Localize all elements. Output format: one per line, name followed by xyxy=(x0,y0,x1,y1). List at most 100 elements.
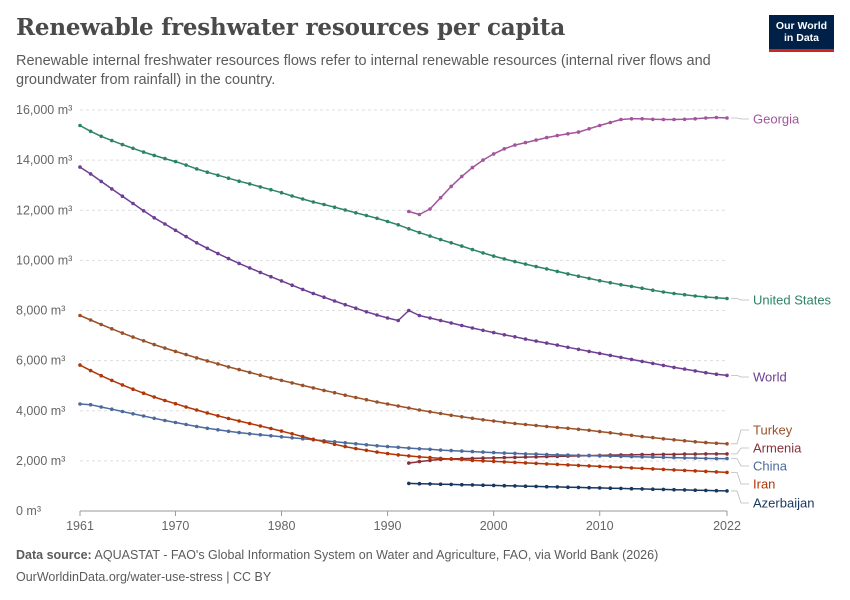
data-point-turkey[interactable] xyxy=(725,442,729,446)
data-point-armenia[interactable] xyxy=(651,452,655,457)
data-point-azerbaijan[interactable] xyxy=(513,484,517,488)
data-point-china[interactable] xyxy=(290,436,294,440)
data-point-world[interactable] xyxy=(544,341,549,345)
data-point-china[interactable] xyxy=(173,420,178,425)
data-point-world[interactable] xyxy=(682,367,687,371)
data-point-united-states[interactable] xyxy=(502,257,507,261)
data-point-world[interactable] xyxy=(99,179,103,184)
data-point-iran[interactable] xyxy=(502,460,507,464)
data-point-georgia[interactable] xyxy=(619,117,623,122)
data-point-united-states[interactable] xyxy=(332,205,337,209)
data-point-china[interactable] xyxy=(184,422,188,427)
data-point-united-states[interactable] xyxy=(714,295,719,300)
data-point-turkey[interactable] xyxy=(300,383,305,388)
data-point-china[interactable] xyxy=(417,447,422,451)
data-point-united-states[interactable] xyxy=(141,150,146,154)
data-point-united-states[interactable] xyxy=(407,227,411,231)
data-point-world[interactable] xyxy=(502,333,507,337)
data-point-iran[interactable] xyxy=(460,457,464,462)
data-point-georgia[interactable] xyxy=(704,116,708,120)
data-point-united-states[interactable] xyxy=(300,197,305,201)
data-point-china[interactable] xyxy=(343,441,348,445)
data-point-united-states[interactable] xyxy=(651,288,655,293)
data-point-turkey[interactable] xyxy=(311,386,316,390)
data-point-united-states[interactable] xyxy=(672,291,676,296)
data-point-iran[interactable] xyxy=(88,368,93,373)
data-point-united-states[interactable] xyxy=(258,185,263,189)
data-point-iran[interactable] xyxy=(332,442,337,447)
data-point-turkey[interactable] xyxy=(385,402,390,406)
data-point-china[interactable] xyxy=(555,453,560,457)
data-point-united-states[interactable] xyxy=(640,286,644,291)
data-point-turkey[interactable] xyxy=(587,428,591,433)
data-point-united-states[interactable] xyxy=(544,267,549,271)
data-point-armenia[interactable] xyxy=(714,452,719,456)
data-point-world[interactable] xyxy=(449,321,454,325)
data-point-china[interactable] xyxy=(407,446,411,450)
data-point-turkey[interactable] xyxy=(704,440,708,445)
data-point-turkey[interactable] xyxy=(99,322,103,327)
data-point-world[interactable] xyxy=(672,365,676,370)
data-point-turkey[interactable] xyxy=(407,406,411,410)
data-point-china[interactable] xyxy=(491,450,496,455)
data-point-united-states[interactable] xyxy=(693,294,697,298)
data-point-georgia[interactable] xyxy=(682,117,687,122)
data-point-china[interactable] xyxy=(502,451,507,455)
data-point-china[interactable] xyxy=(269,434,273,438)
data-point-iran[interactable] xyxy=(407,454,411,458)
data-point-iran[interactable] xyxy=(279,429,284,433)
data-point-united-states[interactable] xyxy=(491,254,496,258)
data-point-iran[interactable] xyxy=(417,455,422,459)
data-point-georgia[interactable] xyxy=(640,117,644,121)
data-point-iran[interactable] xyxy=(226,416,231,421)
data-point-world[interactable] xyxy=(608,353,613,358)
data-point-united-states[interactable] xyxy=(99,134,103,139)
data-point-iran[interactable] xyxy=(152,395,156,399)
data-point-china[interactable] xyxy=(725,456,729,461)
data-point-turkey[interactable] xyxy=(693,440,697,444)
data-point-world[interactable] xyxy=(279,279,284,283)
data-point-china[interactable] xyxy=(640,455,644,459)
data-point-iran[interactable] xyxy=(131,387,135,392)
data-point-world[interactable] xyxy=(141,209,146,213)
data-point-iran[interactable] xyxy=(120,383,125,387)
data-point-china[interactable] xyxy=(385,444,390,449)
data-point-armenia[interactable] xyxy=(725,452,729,456)
data-point-armenia[interactable] xyxy=(534,455,538,459)
data-point-china[interactable] xyxy=(672,455,676,460)
data-point-china[interactable] xyxy=(131,412,135,416)
data-point-world[interactable] xyxy=(651,361,655,366)
data-point-china[interactable] xyxy=(78,402,82,406)
data-point-turkey[interactable] xyxy=(608,431,613,435)
data-point-iran[interactable] xyxy=(725,470,729,475)
data-point-iran[interactable] xyxy=(608,465,613,469)
data-point-united-states[interactable] xyxy=(513,259,517,264)
data-point-china[interactable] xyxy=(629,454,634,459)
data-point-georgia[interactable] xyxy=(693,117,697,121)
data-point-united-states[interactable] xyxy=(343,208,348,212)
data-point-iran[interactable] xyxy=(672,468,676,472)
data-point-china[interactable] xyxy=(704,456,708,461)
data-point-china[interactable] xyxy=(141,414,146,418)
data-point-armenia[interactable] xyxy=(672,452,676,457)
data-point-turkey[interactable] xyxy=(672,438,676,442)
data-point-turkey[interactable] xyxy=(131,335,135,339)
data-point-iran[interactable] xyxy=(205,411,210,415)
data-point-china[interactable] xyxy=(375,444,379,448)
data-point-turkey[interactable] xyxy=(449,413,454,418)
data-point-turkey[interactable] xyxy=(88,318,93,322)
data-point-turkey[interactable] xyxy=(396,404,401,408)
data-point-turkey[interactable] xyxy=(216,362,220,366)
data-point-armenia[interactable] xyxy=(502,455,507,460)
data-point-china[interactable] xyxy=(544,452,549,457)
data-point-iran[interactable] xyxy=(78,363,82,367)
data-point-world[interactable] xyxy=(258,270,263,275)
data-point-china[interactable] xyxy=(661,455,666,460)
data-point-china[interactable] xyxy=(428,447,432,452)
data-point-georgia[interactable] xyxy=(661,117,666,122)
data-point-china[interactable] xyxy=(619,454,623,459)
data-point-azerbaijan[interactable] xyxy=(704,488,708,493)
data-point-world[interactable] xyxy=(460,323,464,328)
data-point-china[interactable] xyxy=(205,426,210,431)
data-point-turkey[interactable] xyxy=(184,352,188,357)
